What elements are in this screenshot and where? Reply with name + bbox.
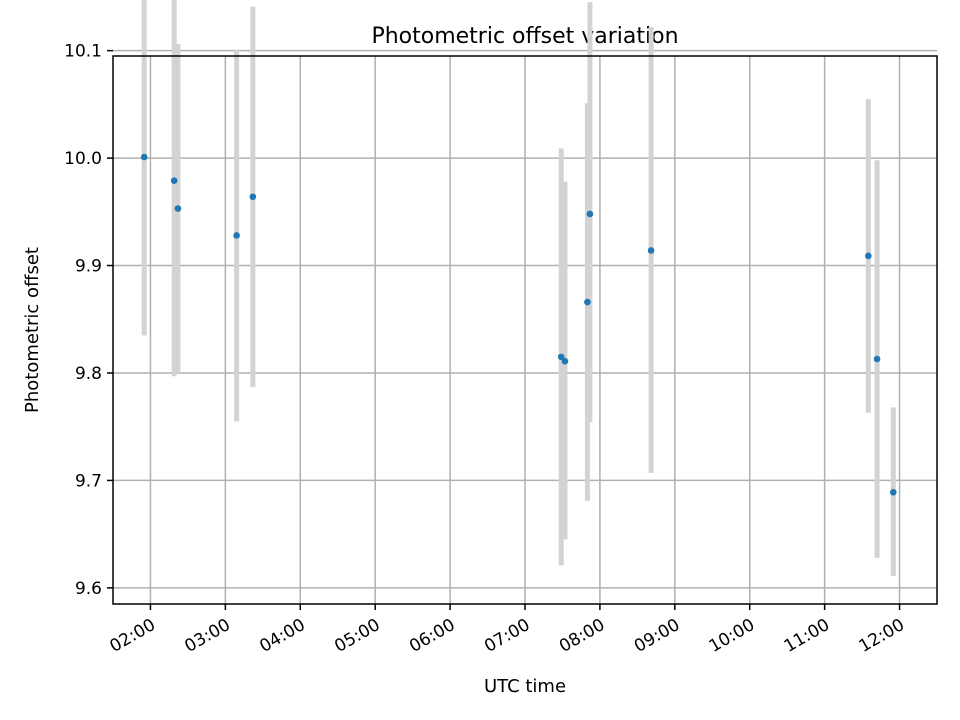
x-tick-label: 04:00	[256, 615, 308, 657]
data-point	[561, 357, 569, 365]
y-tick-label: 9.7	[75, 471, 102, 491]
chart-title: Photometric offset variation	[371, 24, 678, 49]
x-tick-label: 03:00	[181, 615, 233, 657]
data-point	[170, 177, 178, 184]
y-axis-label: Photometric offset	[22, 247, 43, 413]
y-tick-label: 9.6	[75, 579, 102, 599]
x-tick-label: 02:00	[107, 615, 159, 657]
x-tick-label: 05:00	[331, 615, 383, 657]
data-point	[174, 205, 182, 212]
x-axis-ticks: 02:00 03:00 04:00 05:00 06:00 07:00 08:00 09:00…	[107, 604, 908, 657]
x-tick-label: 10:00	[706, 615, 758, 657]
data-point	[584, 298, 591, 306]
x-tick-label: 11:00	[781, 615, 833, 657]
y-tick-label: 10.0	[64, 149, 102, 169]
data-point	[647, 247, 655, 254]
data-points	[140, 153, 897, 496]
y-tick-label: 9.9	[75, 257, 102, 277]
data-point	[865, 252, 872, 260]
x-tick-label: 09:00	[631, 615, 683, 657]
x-axis-label: UTC time	[484, 676, 566, 697]
data-point	[873, 355, 881, 363]
data-point	[586, 210, 594, 218]
grid	[113, 49, 937, 604]
x-tick-label: 12:00	[856, 615, 908, 657]
data-point	[557, 353, 565, 361]
data-point	[233, 232, 240, 239]
x-tick-label: 08:00	[556, 615, 608, 657]
data-point	[249, 193, 257, 201]
y-axis-ticks: 9.6 9.7 9.8 9.9 10.0 10.1	[64, 42, 113, 599]
y-tick-label: 9.8	[75, 364, 102, 384]
x-tick-label: 06:00	[406, 615, 458, 657]
data-point	[890, 488, 897, 496]
error-bars	[141, 0, 896, 577]
y-tick-label: 10.1	[64, 42, 102, 62]
data-point	[140, 153, 148, 161]
x-tick-label: 07:00	[481, 615, 533, 657]
